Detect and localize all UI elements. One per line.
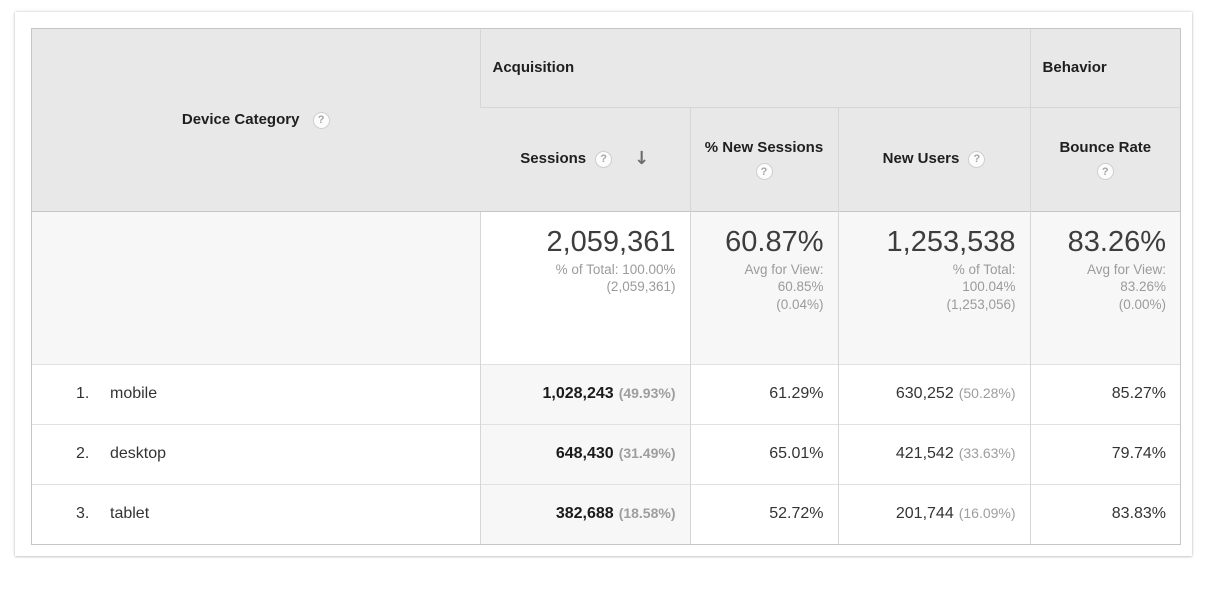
bounce-rate-header-label: Bounce Rate (1059, 139, 1152, 156)
new-users-total-subtext: 100.04% (962, 279, 1016, 294)
sessions-total-subtext: (2,059,361) (606, 279, 676, 294)
new-users-share: (50.28%) (958, 385, 1016, 401)
new-users-total-subtext: (1,253,056) (946, 296, 1016, 312)
dimension-cell: 3. tablet (32, 483, 480, 544)
totals-bounce-rate-cell: 83.26% Avg for View: 83.26% (0.00%) (1029, 210, 1181, 364)
sessions-cell: 1,028,243 (49.93%) (479, 363, 690, 424)
totals-sessions-cell: 2,059,361 % of Total: 100.00% (2,059,361… (479, 210, 690, 364)
bounce-rate-cell: 83.83% (1029, 483, 1181, 544)
help-icon[interactable]: ? (595, 150, 613, 168)
sessions-total-subtext: % of Total: 100.00% (555, 261, 676, 277)
sessions-total-value: 2,059,361 (546, 225, 676, 258)
sessions-cell: 382,688 (18.58%) (479, 483, 690, 544)
sessions-cell: 648,430 (31.49%) (479, 423, 690, 484)
totals-pct-new-sessions-cell: 60.87% Avg for View: 60.85% (0.04%) (689, 210, 838, 364)
help-icon[interactable]: ? (1096, 163, 1114, 180)
report-card: Device Category ? Acquisition Behavior (15, 12, 1192, 556)
bounce-rate-total-value: 83.26% (1067, 225, 1167, 258)
row-index: 3. (76, 505, 90, 523)
row-index: 1. (76, 385, 90, 402)
new-users-total-subtext: % of Total: (952, 261, 1016, 277)
table-frame: Device Category ? Acquisition Behavior (31, 28, 1182, 545)
sessions-share: (49.93%) (618, 385, 676, 401)
pct-new-sessions-total-subtext: 60.85% (777, 279, 824, 294)
totals-new-users-cell: 1,253,538 % of Total: 100.04% (1,253,056… (837, 210, 1031, 364)
dimension-column-header: Device Category ? (32, 29, 480, 211)
sessions-header-label: Sessions (520, 150, 587, 167)
pct-new-sessions-total-value: 60.87% (725, 225, 824, 258)
new-users-share: (33.63%) (958, 445, 1016, 461)
new-users-header-label: New Users (882, 150, 960, 167)
help-icon[interactable]: ? (312, 111, 330, 129)
new-users-total-value: 1,253,538 (886, 225, 1016, 258)
new-users-cell: 630,252 (50.28%) (837, 363, 1031, 424)
bounce-rate-total-subtext: 83.26% (1120, 279, 1167, 294)
table-row-tablet: 3. tablet 382,688 (18.58%) 52.72% 201,744(… (32, 483, 1181, 544)
pct-new-sessions-cell: 61.29% (689, 363, 838, 424)
dimension-cell: 1. mobile (32, 363, 480, 424)
behavior-group-label: Behavior (1042, 59, 1107, 77)
device-category-value: tablet (110, 505, 150, 523)
metric-header-row: Sessions ? ↓ % New Sessions ? New Users (32, 106, 1181, 211)
table-row-desktop: 2. desktop 648,430 (31.49%) 65.01% 421,542… (32, 423, 1181, 484)
device-category-value: mobile (110, 385, 158, 402)
group-header-row: Device Category ? Acquisition Behavior (32, 29, 1181, 211)
new-users-share: (16.09%) (958, 505, 1016, 522)
sort-descending-icon: ↓ (634, 148, 650, 169)
pct-new-sessions-total-subtext: (0.04%) (776, 296, 824, 312)
totals-dimension-cell (32, 210, 480, 364)
device-category-value: desktop (110, 445, 167, 462)
pct-new-sessions-column-header[interactable]: % New Sessions ? (689, 106, 838, 211)
pct-new-sessions-header-label: % New Sessions (704, 139, 824, 156)
pct-new-sessions-cell: 65.01% (689, 423, 838, 484)
help-icon[interactable]: ? (968, 150, 986, 168)
sessions-column-header[interactable]: Sessions ? ↓ (480, 106, 690, 211)
table-row-mobile: 1. mobile 1,028,243 (49.93%) 61.29% 630,25… (32, 363, 1181, 424)
new-users-value: 630,252 (895, 385, 954, 402)
acquisition-group-header: Acquisition (479, 29, 1031, 107)
pct-new-sessions-total-subtext: Avg for View: (744, 261, 824, 277)
sessions-value: 648,430 (555, 445, 614, 462)
help-icon[interactable]: ? (755, 163, 773, 180)
bounce-rate-cell: 85.27% (1029, 363, 1181, 424)
row-index: 2. (76, 445, 90, 462)
bounce-rate-cell: 79.74% (1029, 423, 1181, 484)
acquisition-group-label: Acquisition (492, 59, 575, 77)
new-users-value: 421,542 (895, 445, 954, 462)
totals-row: 2,059,361 % of Total: 100.00% (2,059,361… (32, 210, 1181, 364)
new-users-cell: 201,744 (16.09%) (837, 483, 1031, 544)
dimension-cell: 2. desktop (32, 423, 480, 484)
sessions-share: (18.58%) (618, 505, 676, 522)
new-users-value: 201,744 (895, 505, 954, 523)
sessions-share: (31.49%) (618, 445, 676, 461)
device-category-table: Device Category ? Acquisition Behavior (32, 29, 1181, 544)
new-users-column-header[interactable]: New Users ? (837, 106, 1031, 211)
sessions-value: 1,028,243 (542, 385, 614, 402)
dimension-header-label: Device Category (181, 110, 300, 128)
behavior-group-header: Behavior (1029, 29, 1181, 107)
bounce-rate-total-subtext: (0.00%) (1118, 296, 1167, 312)
bounce-rate-column-header[interactable]: Bounce Rate ? (1029, 106, 1181, 211)
bounce-rate-total-subtext: Avg for View: (1086, 261, 1167, 277)
sessions-value: 382,688 (555, 505, 614, 523)
new-users-cell: 421,542 (33.63%) (837, 423, 1031, 484)
pct-new-sessions-cell: 52.72% (689, 483, 838, 544)
